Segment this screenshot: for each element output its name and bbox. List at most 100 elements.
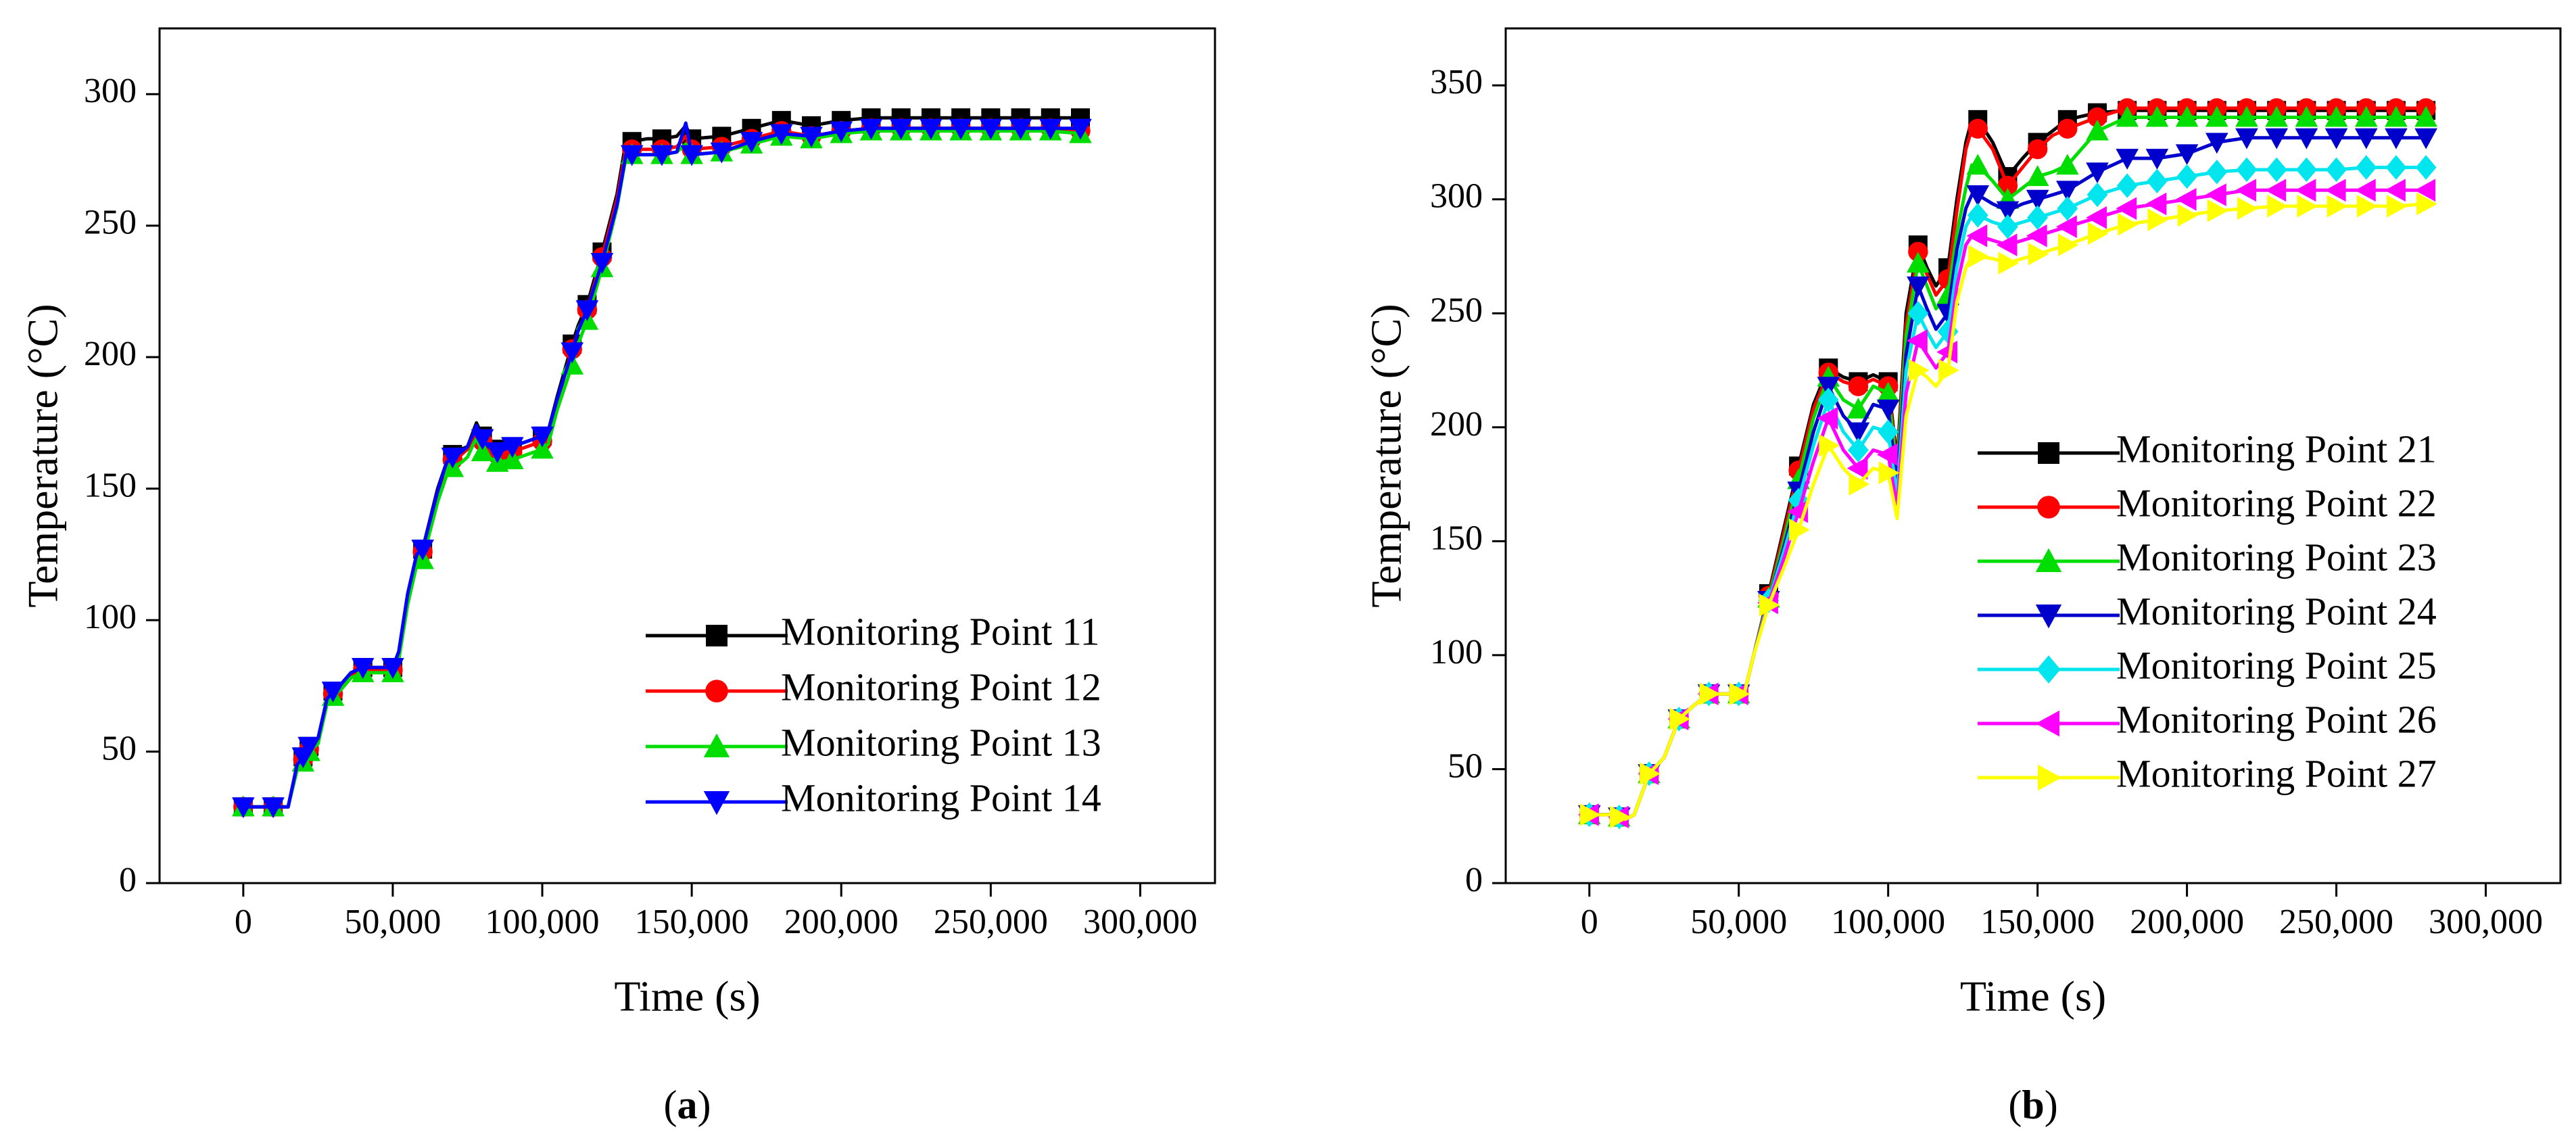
data-point xyxy=(381,658,404,679)
legend-marker xyxy=(706,625,728,646)
x-tick-label: 200,000 xyxy=(2130,903,2244,941)
data-point xyxy=(889,118,913,140)
x-tick-label: 100,000 xyxy=(485,903,600,941)
y-tick-label: 200 xyxy=(84,335,137,373)
data-point xyxy=(232,797,255,819)
data-point xyxy=(1817,406,1838,430)
data-point xyxy=(2295,179,2316,202)
legend-label: Monitoring Point 24 xyxy=(2116,589,2437,633)
legend-label: Monitoring Point 22 xyxy=(2116,481,2437,525)
plot-frame xyxy=(1504,27,2562,884)
chart-panel-b: 0 50,000 100,000 150,000 200,000 250,000 300,0… xyxy=(1362,27,2562,1127)
y-tick-label: 0 xyxy=(1465,861,1483,899)
legend-marker xyxy=(703,733,730,757)
data-point xyxy=(2056,153,2079,175)
data-point xyxy=(2385,155,2407,180)
data-point xyxy=(2175,144,2199,166)
data-point xyxy=(2235,105,2258,127)
data-point xyxy=(485,442,509,463)
data-point xyxy=(351,658,375,679)
y-tick-label: 300 xyxy=(84,72,137,110)
data-point xyxy=(2265,105,2288,127)
legend-marker xyxy=(705,680,728,703)
data-point xyxy=(1699,682,1721,706)
data-point xyxy=(1997,214,2018,239)
data-point xyxy=(2086,182,2108,208)
y-tick-label: 250 xyxy=(1430,291,1483,329)
data-point xyxy=(2116,105,2139,127)
data-point xyxy=(1907,252,1930,273)
legend-item: Monitoring Point 22 xyxy=(1978,481,2437,525)
data-point xyxy=(2354,128,2378,149)
x-axis-title: Time (s) xyxy=(614,972,760,1020)
data-point xyxy=(2235,179,2256,202)
data-point xyxy=(2205,183,2226,206)
data-point xyxy=(2028,242,2049,266)
data-point xyxy=(2295,157,2317,183)
data-point xyxy=(2385,105,2408,127)
data-point xyxy=(1908,358,1930,382)
data-point xyxy=(859,118,883,140)
data-point xyxy=(1640,762,1661,786)
data-point xyxy=(2146,168,2168,194)
data-point xyxy=(2145,149,2169,170)
data-point xyxy=(2116,197,2137,220)
data-point xyxy=(2206,160,2228,185)
data-point xyxy=(2356,195,2378,218)
data-point xyxy=(740,132,763,153)
data-point xyxy=(321,682,345,703)
legend-marker xyxy=(2035,548,2062,572)
legend-item: Monitoring Point 26 xyxy=(1978,697,2437,741)
data-point xyxy=(471,440,494,462)
data-point xyxy=(441,447,464,469)
data-point xyxy=(2354,179,2376,202)
x-tick-label: 300,000 xyxy=(2429,903,2543,941)
data-point xyxy=(979,118,1003,140)
data-point xyxy=(1908,241,1928,262)
data-point xyxy=(2205,133,2228,154)
data-point xyxy=(2118,213,2139,236)
x-tick-label: 50,000 xyxy=(344,903,441,941)
series-4 xyxy=(232,118,1092,819)
data-point xyxy=(2414,105,2437,127)
data-point xyxy=(1878,419,1899,444)
data-point xyxy=(2297,195,2318,218)
data-point xyxy=(575,300,599,321)
data-point xyxy=(1846,422,1870,444)
x-tick-label: 50,000 xyxy=(1690,903,1787,941)
data-point xyxy=(620,145,644,166)
data-point xyxy=(2086,162,2109,184)
legend-label: Monitoring Point 25 xyxy=(2116,643,2437,687)
data-point xyxy=(949,118,972,140)
legend-item: Monitoring Point 13 xyxy=(646,720,1101,764)
panel-label-open: ( xyxy=(2008,1083,2022,1127)
legend: Monitoring Point 21 Monitoring Point 22 Mo… xyxy=(1978,427,2437,795)
data-point xyxy=(1819,434,1840,457)
data-point xyxy=(2414,128,2437,149)
data-point xyxy=(2145,192,2167,216)
data-point xyxy=(2057,118,2078,139)
data-point xyxy=(1907,329,1928,352)
data-point xyxy=(2086,119,2109,141)
y-tick-label: 150 xyxy=(84,467,137,505)
data-point xyxy=(1848,376,1869,396)
panel-label: (b) xyxy=(2008,1083,2057,1127)
x-tick-label: 150,000 xyxy=(635,903,749,941)
legend-label: Monitoring Point 26 xyxy=(2116,697,2437,741)
data-point xyxy=(2026,165,2049,187)
data-point xyxy=(2295,105,2318,127)
data-point xyxy=(2265,128,2288,149)
data-point xyxy=(471,429,494,450)
data-point xyxy=(830,121,853,143)
data-point xyxy=(2414,179,2436,202)
data-point xyxy=(2088,222,2109,245)
data-point xyxy=(769,124,793,145)
legend-item: Monitoring Point 21 xyxy=(1978,427,2437,471)
data-point xyxy=(2176,164,2197,189)
data-point xyxy=(1966,185,1990,206)
legend-label: Monitoring Point 13 xyxy=(781,720,1101,764)
data-point xyxy=(1817,377,1840,398)
legend-item: Monitoring Point 11 xyxy=(646,609,1100,653)
data-point xyxy=(2415,155,2437,180)
data-point xyxy=(2327,195,2348,218)
